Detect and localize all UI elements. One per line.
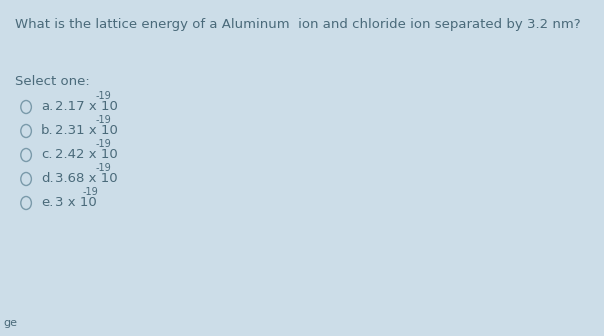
Text: 2.31 x 10: 2.31 x 10: [56, 125, 118, 137]
Text: -19: -19: [96, 115, 112, 125]
Text: c.: c.: [41, 149, 53, 162]
Text: 2.42 x 10: 2.42 x 10: [56, 149, 118, 162]
Text: 3.68 x 10: 3.68 x 10: [56, 172, 118, 185]
Text: b.: b.: [41, 125, 53, 137]
Text: e.: e.: [41, 197, 53, 210]
Text: ge: ge: [3, 318, 18, 328]
Text: 3 x 10: 3 x 10: [56, 197, 97, 210]
Text: a.: a.: [41, 100, 53, 114]
Text: -19: -19: [96, 91, 112, 101]
Text: -19: -19: [96, 139, 112, 149]
Text: Select one:: Select one:: [14, 75, 89, 88]
Text: 2.17 x 10: 2.17 x 10: [56, 100, 118, 114]
Text: -19: -19: [82, 187, 98, 197]
Text: d.: d.: [41, 172, 53, 185]
Text: -19: -19: [96, 163, 112, 173]
Text: What is the lattice energy of a Aluminum  ion and chloride ion separated by 3.2 : What is the lattice energy of a Aluminum…: [14, 18, 580, 31]
